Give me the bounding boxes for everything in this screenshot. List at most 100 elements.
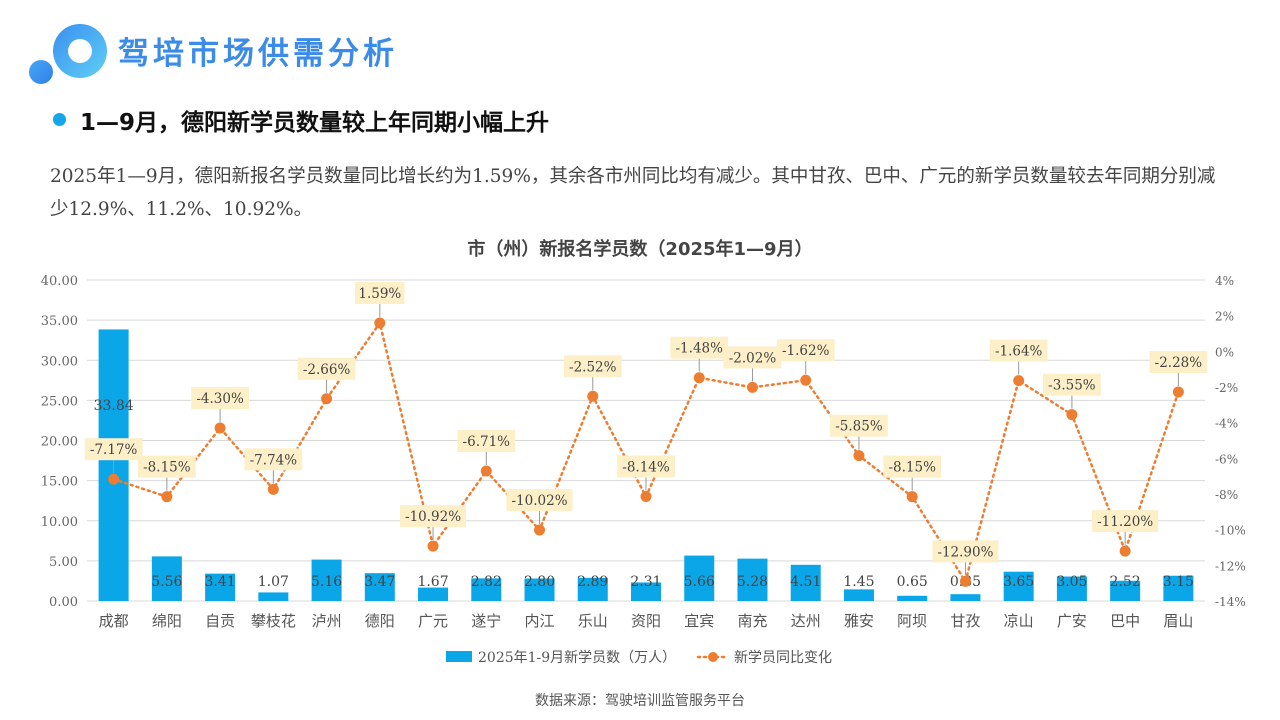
x-tick-label: 内江 — [525, 612, 555, 630]
pct-label-bg — [670, 336, 729, 359]
x-tick-label: 南充 — [737, 612, 767, 630]
pct-label-bg — [297, 357, 356, 380]
pct-point — [480, 465, 492, 477]
y2-tick-label: 4% — [1215, 274, 1234, 288]
x-tick-label: 自贡 — [205, 612, 235, 630]
bar-value-label: 2.82 — [471, 574, 502, 590]
x-tick-label: 资阳 — [631, 612, 661, 630]
y-tick-label: 0.00 — [49, 595, 78, 610]
pct-label-bg — [989, 339, 1048, 362]
legend-line-label: 新学员同比变化 — [734, 650, 832, 666]
legend-bar-swatch — [446, 651, 472, 662]
pct-point — [374, 317, 386, 329]
bar — [205, 573, 236, 601]
bar — [258, 592, 289, 601]
bar-value-label: 3.41 — [205, 574, 236, 590]
pct-label-bg — [1092, 510, 1159, 533]
y2-tick-label: -2% — [1215, 381, 1238, 395]
bar-value-label: 0.65 — [897, 574, 928, 590]
pct-value-label: -7.74% — [250, 452, 298, 468]
pct-value-label: -2.28% — [1155, 355, 1203, 371]
bar — [737, 558, 768, 601]
pct-point — [693, 372, 705, 384]
bar-value-label: 2.89 — [577, 574, 608, 590]
pct-value-label: -10.92% — [405, 509, 461, 525]
pct-label-bg — [506, 489, 573, 512]
bar-value-label: 1.45 — [843, 574, 874, 590]
y2-tick-label: -12% — [1215, 559, 1246, 573]
x-tick-label: 攀枝花 — [251, 612, 296, 630]
pct-label-bg — [776, 339, 835, 362]
bar — [524, 578, 555, 601]
x-tick-label: 甘孜 — [950, 612, 980, 630]
x-tick-label: 遂宁 — [471, 612, 501, 630]
x-tick-label: 绵阳 — [152, 612, 182, 630]
bar — [1110, 580, 1141, 601]
pct-point — [1119, 545, 1131, 557]
bar-value-label: 3.65 — [1003, 574, 1034, 590]
bar-value-label: 2.31 — [630, 574, 661, 590]
bar-value-label: 33.84 — [94, 398, 134, 414]
bullet-icon — [53, 113, 66, 126]
bar — [631, 582, 661, 601]
summary-paragraph: 2025年1—9月，德阳新报名学员数量同比增长约为1.59%，其余各市州同比均有… — [50, 166, 1216, 220]
x-tick-label: 广安 — [1057, 612, 1087, 630]
pct-label-bg — [244, 448, 303, 471]
bar — [364, 573, 395, 601]
x-tick-label: 宜宾 — [684, 612, 714, 630]
bar-value-label: 2.52 — [1110, 574, 1141, 590]
bar-value-label: 3.47 — [364, 574, 395, 590]
bar-value-label: 1.67 — [417, 574, 448, 590]
pct-value-label: -8.15% — [143, 460, 191, 476]
pct-label-bg — [617, 455, 675, 478]
pct-point — [1066, 409, 1078, 421]
x-tick-label: 德阳 — [365, 612, 395, 630]
pct-value-label: -1.64% — [995, 344, 1043, 360]
data-source: 数据来源：驾驶培训监管服务平台 — [535, 693, 745, 709]
pct-point — [1172, 386, 1184, 398]
y2-tick-label: -8% — [1215, 488, 1238, 502]
x-tick-label: 巴中 — [1110, 612, 1140, 630]
bar-value-label: 5.28 — [737, 574, 768, 590]
bar-value-label: 3.05 — [1056, 574, 1087, 590]
pct-value-label: -6.71% — [463, 434, 511, 450]
pct-point — [587, 390, 599, 402]
x-tick-label: 乐山 — [578, 612, 608, 630]
bar — [471, 578, 502, 601]
pct-value-label: -10.02% — [512, 493, 568, 509]
y-tick-label: 30.00 — [41, 354, 78, 369]
y2-tick-label: -10% — [1215, 524, 1246, 538]
pct-value-label: -1.48% — [676, 341, 724, 357]
pct-value-label: -8.15% — [888, 460, 936, 476]
bar-value-label: 5.56 — [151, 574, 182, 590]
bar — [577, 577, 608, 601]
y2-tick-label: 2% — [1215, 310, 1234, 324]
pct-label-bg — [191, 387, 249, 410]
pct-value-label: -2.52% — [569, 359, 617, 375]
x-tick-label: 凉山 — [1004, 612, 1034, 630]
x-tick-label: 达州 — [791, 612, 821, 630]
pct-point — [321, 393, 333, 405]
y-tick-label: 5.00 — [49, 555, 78, 570]
y-tick-label: 25.00 — [41, 394, 78, 409]
pct-label-bg — [399, 505, 467, 528]
bar — [950, 594, 981, 601]
bar-value-label: 4.51 — [790, 574, 821, 590]
bar-value-label: 1.07 — [258, 574, 289, 590]
pct-value-label: -2.66% — [303, 362, 351, 378]
y-tick-label: 15.00 — [41, 475, 78, 490]
legend-line-marker — [708, 652, 718, 662]
pct-label-bg — [457, 429, 516, 452]
pct-label-bg — [84, 438, 143, 461]
bar — [790, 564, 821, 601]
pct-value-label: -8.14% — [622, 459, 670, 475]
pct-label-bg — [137, 455, 196, 478]
y-tick-label: 20.00 — [41, 435, 78, 450]
bar — [1003, 571, 1034, 601]
logo-ring-icon — [53, 24, 107, 78]
pct-label-bg — [563, 355, 622, 378]
x-tick-label: 眉山 — [1163, 612, 1193, 630]
pct-point — [906, 491, 918, 503]
pct-label-bg — [830, 414, 888, 437]
